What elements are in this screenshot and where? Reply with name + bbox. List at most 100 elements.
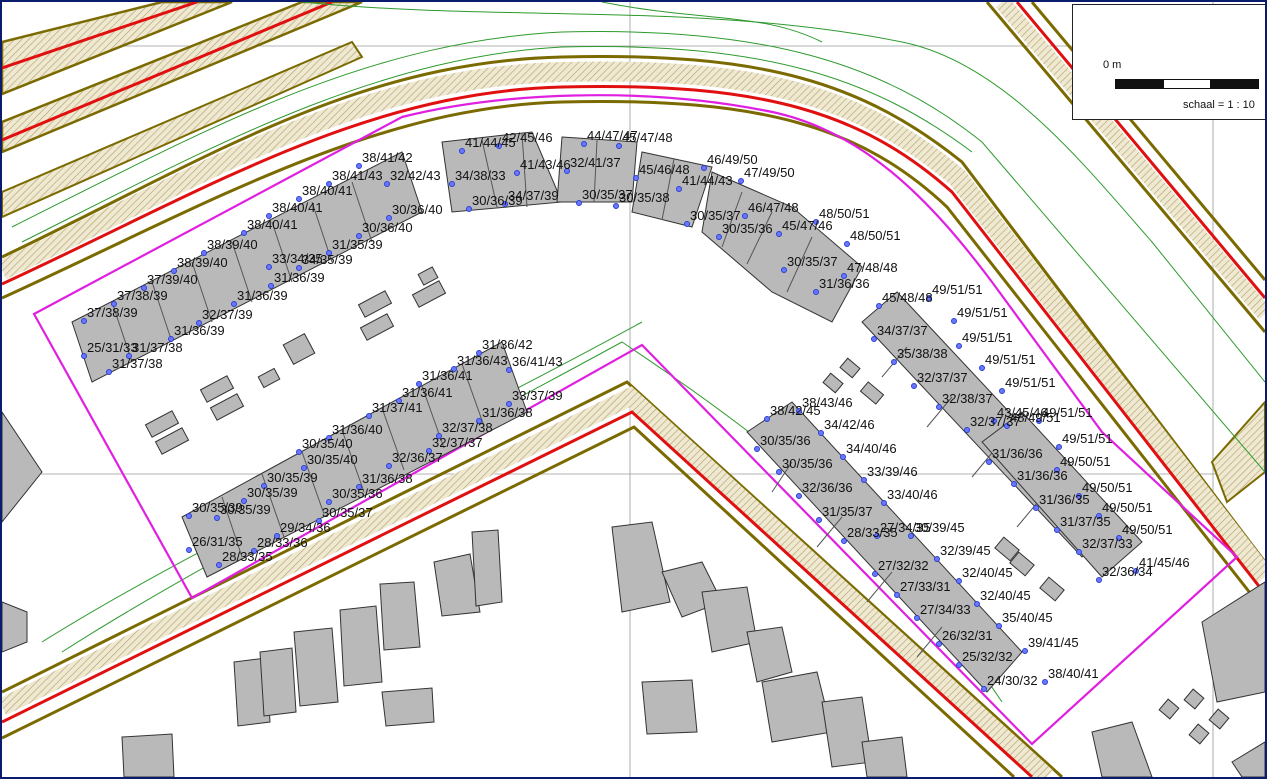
height-label: 31/36/43 xyxy=(457,353,508,368)
height-label: 33/34/35 xyxy=(272,251,323,266)
scale-ratio-label: schaal = 1 : 10 xyxy=(1183,99,1255,111)
height-label: 28/33/35 xyxy=(222,549,273,564)
height-label: 34/37/39 xyxy=(508,188,559,203)
survey-point xyxy=(316,518,322,524)
road-arc xyxy=(2,55,1265,613)
height-label: 30/35/39 xyxy=(192,500,243,515)
height-label: 38/40/41 xyxy=(1048,666,1099,681)
survey-point xyxy=(716,234,722,240)
height-label: 49/51/51 xyxy=(957,305,1008,320)
height-label: 32/36/36 xyxy=(802,480,853,495)
survey-point xyxy=(506,367,512,373)
survey-point xyxy=(451,366,457,372)
height-label: 30/35/37 xyxy=(322,505,373,520)
survey-point xyxy=(979,365,985,371)
survey-point xyxy=(796,408,802,414)
survey-point xyxy=(502,201,508,207)
height-label: 32/37/37 xyxy=(970,414,1021,429)
height-label: 38/43/46 xyxy=(802,395,853,410)
survey-point xyxy=(613,203,619,209)
survey-point xyxy=(106,369,112,375)
height-label: 31/36/42 xyxy=(482,337,533,352)
height-label: 32/36/37 xyxy=(392,450,443,465)
height-label: 30/35/38 xyxy=(619,190,670,205)
height-label: 28/33/36 xyxy=(257,535,308,550)
height-label: 30/35/36 xyxy=(782,456,833,471)
survey-point xyxy=(186,547,192,553)
survey-point xyxy=(1076,549,1082,555)
survey-point xyxy=(581,141,587,147)
survey-point xyxy=(871,336,877,342)
height-label: 31/36/41 xyxy=(422,368,473,383)
scale-zero-label: 0 m xyxy=(1103,59,1122,71)
height-label: 46/49/50 xyxy=(707,152,758,167)
survey-point xyxy=(436,433,442,439)
height-label: 45/47/48 xyxy=(622,130,673,145)
height-label: 31/36/36 xyxy=(819,276,870,291)
survey-point xyxy=(274,533,280,539)
height-label: 34/40/46 xyxy=(846,441,897,456)
survey-point xyxy=(81,318,87,324)
height-label: 31/36/35 xyxy=(1039,492,1090,507)
scale-legend: 0 m schaal = 1 : 10 xyxy=(1072,4,1265,120)
survey-point xyxy=(1133,568,1139,574)
survey-point xyxy=(991,418,997,424)
survey-point xyxy=(251,548,257,554)
height-label: 31/36/39 xyxy=(174,323,225,338)
survey-point xyxy=(781,267,787,273)
survey-point xyxy=(396,398,402,404)
height-label: 32/37/37 xyxy=(432,435,483,450)
height-label: 49/51/51 xyxy=(985,352,1036,367)
road-top-left xyxy=(2,2,364,219)
height-label: 31/35/37 xyxy=(822,504,873,519)
survey-point xyxy=(911,383,917,389)
survey-point xyxy=(776,231,782,237)
survey-point xyxy=(876,303,882,309)
height-label: 43/45/46 xyxy=(997,405,1048,420)
height-label: 31/37/38 xyxy=(112,356,163,371)
height-label: 34/42/46 xyxy=(824,417,875,432)
height-label: 25/32/32 xyxy=(962,649,1013,664)
height-label: 47/49/50 xyxy=(744,165,795,180)
height-label: 38/42/45 xyxy=(770,403,821,418)
height-label: 26/32/31 xyxy=(942,628,993,643)
survey-point xyxy=(891,359,897,365)
height-label: 49/50/51 xyxy=(1060,454,1111,469)
height-label: 38/41/42 xyxy=(362,150,413,165)
survey-point xyxy=(956,578,962,584)
height-label: 41/44/43 xyxy=(682,173,733,188)
height-label: 31/36/38 xyxy=(362,471,413,486)
survey-point xyxy=(861,477,867,483)
height-label: 30/35/36 xyxy=(332,486,383,501)
scale-bar xyxy=(1115,79,1265,89)
survey-point xyxy=(476,350,482,356)
height-label: 41/44/45 xyxy=(465,135,516,150)
survey-point xyxy=(216,562,222,568)
survey-point xyxy=(776,469,782,475)
height-label: 35/38/38 xyxy=(897,346,948,361)
height-label: 37/38/39 xyxy=(87,305,138,320)
height-label: 30/35/39 xyxy=(247,485,298,500)
height-label: 48/49/51 xyxy=(1010,410,1061,425)
height-label: 30/35/36 xyxy=(722,221,773,236)
survey-point xyxy=(301,465,307,471)
height-label: 32/37/39 xyxy=(202,307,253,322)
height-label: 38/39/40 xyxy=(177,255,228,270)
height-label: 32/37/38 xyxy=(442,420,493,435)
survey-point xyxy=(356,163,362,169)
survey-point xyxy=(1096,513,1102,519)
survey-point xyxy=(266,264,272,270)
survey-point xyxy=(1054,467,1060,473)
height-label: 32/38/37 xyxy=(942,391,993,406)
survey-point xyxy=(1096,577,1102,583)
height-label: 30/35/40 xyxy=(302,436,353,451)
survey-point xyxy=(231,301,237,307)
height-label: 27/32/32 xyxy=(878,558,929,573)
survey-point xyxy=(241,498,247,504)
site-boundary xyxy=(32,94,1239,746)
height-label: 33/37/39 xyxy=(512,388,563,403)
height-label: 45/46/48 xyxy=(639,162,690,177)
height-label: 31/36/40 xyxy=(332,422,383,437)
